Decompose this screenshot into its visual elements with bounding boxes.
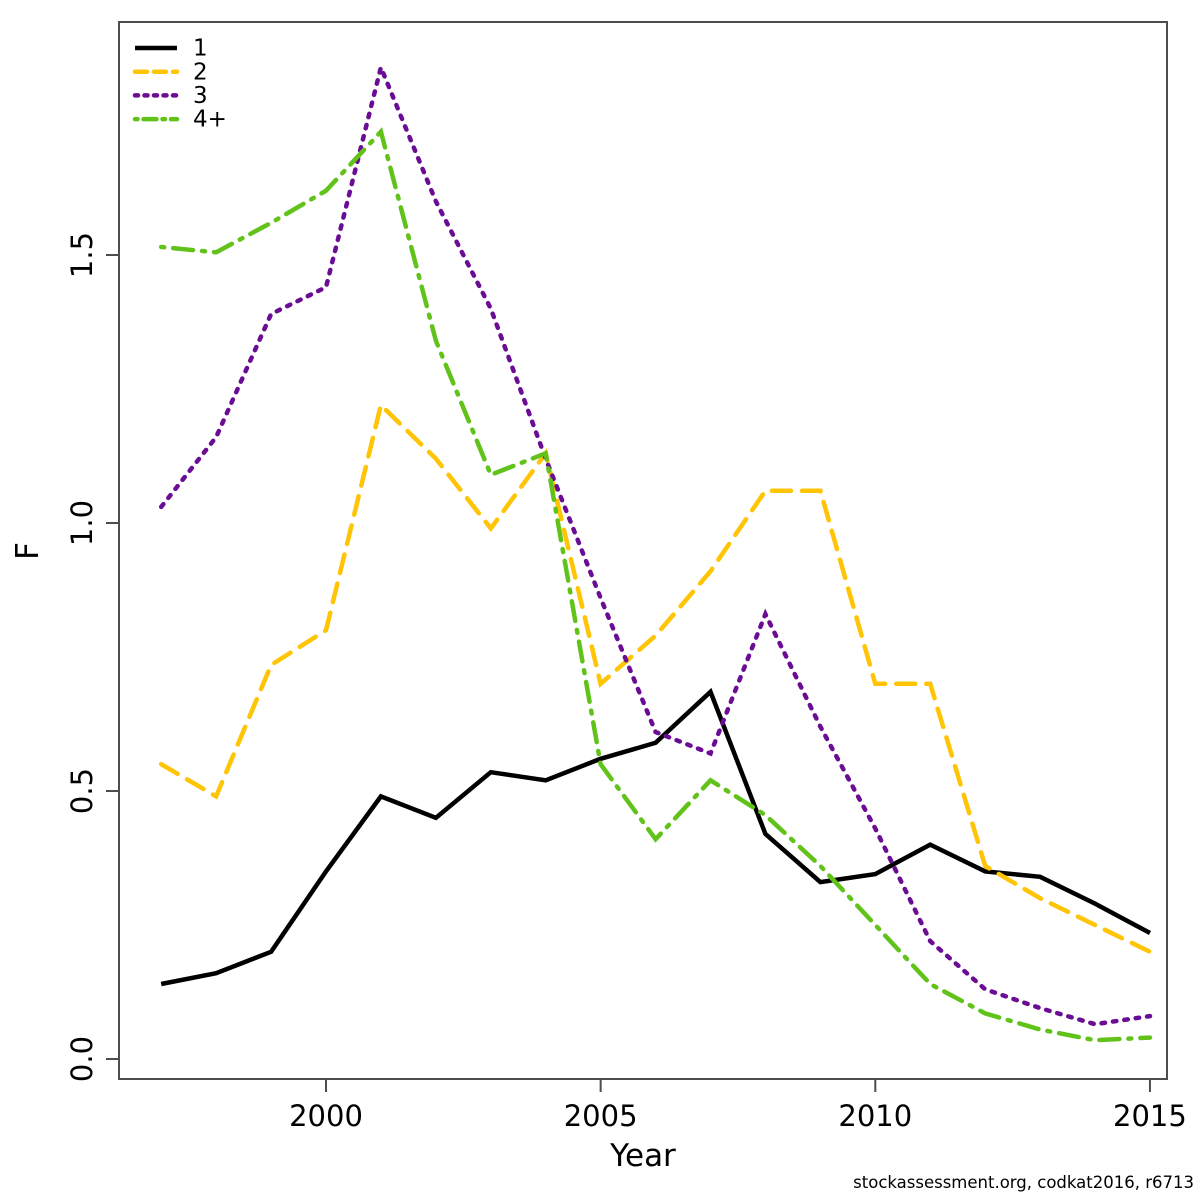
y-tick-label: 0.5 [65, 768, 99, 814]
x-tick-label: 2005 [564, 1099, 638, 1133]
series-line-1 [160, 687, 1152, 987]
y-tick-label: 1.5 [65, 232, 99, 278]
x-axis-ticks: 2000 2005 2010 2015 [289, 1079, 1187, 1133]
x-tick-label: 2015 [1113, 1099, 1187, 1133]
series-line-3 [158, 60, 1153, 1027]
legend-label-2: 2 [193, 59, 208, 85]
legend-label-1: 1 [193, 36, 208, 62]
x-axis-title: Year [609, 1138, 676, 1174]
x-tick-label: 2010 [838, 1099, 912, 1133]
series-line-4+ [158, 127, 1153, 1043]
legend-item-3: 3 [132, 83, 208, 109]
legend-label-4+: 4+ [193, 107, 227, 133]
legend-item-2: 2 [132, 59, 208, 85]
legend-item-1: 1 [135, 36, 208, 62]
y-tick-label: 1.0 [65, 500, 99, 546]
x-tick-label: 2000 [289, 1099, 363, 1133]
footer-attribution: stockassessment.org, codkat2016, r6713 [853, 1173, 1194, 1192]
series-lines [158, 60, 1153, 1043]
y-axis-ticks: 0.0 0.5 1.0 1.5 [65, 232, 119, 1082]
legend-label-3: 3 [193, 83, 208, 109]
plot-border [118, 21, 1168, 1080]
y-axis-title: F [10, 542, 46, 560]
legend-item-4+: 4+ [132, 107, 227, 133]
y-tick-label: 0.0 [65, 1036, 99, 1082]
series-line-2 [158, 400, 1153, 955]
